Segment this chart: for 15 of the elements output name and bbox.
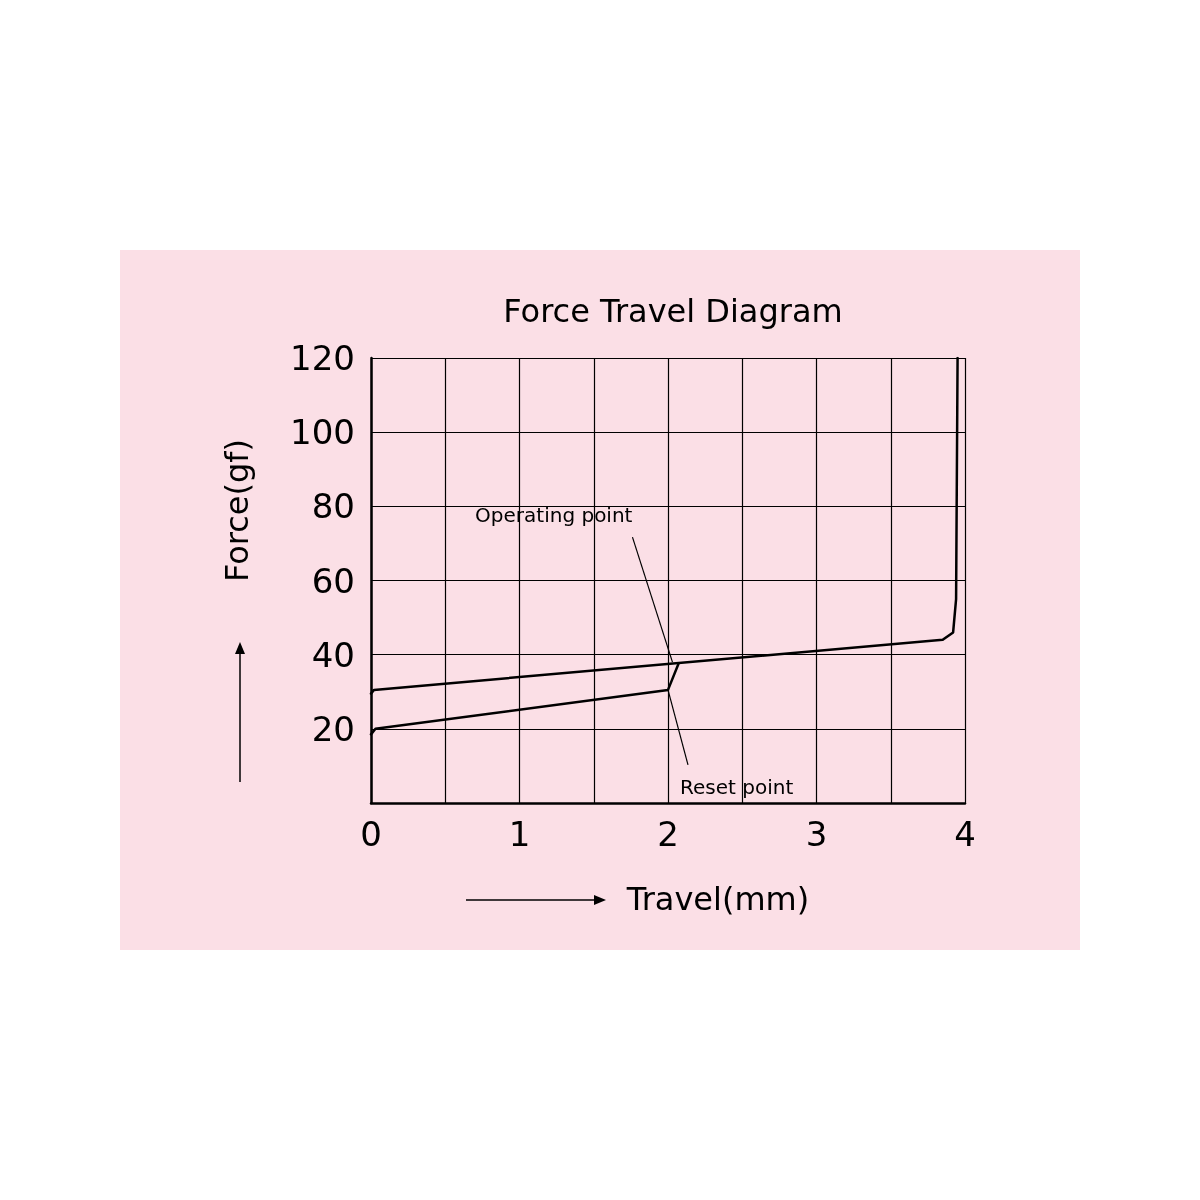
y-tick-label: 120 [290, 338, 355, 378]
x-tick-label: 4 [954, 814, 976, 854]
y-tick-label: 60 [311, 560, 355, 601]
x-tick-label: 1 [508, 814, 531, 854]
x-tick-label: 3 [805, 814, 828, 854]
x-tick-label: 2 [657, 814, 679, 854]
y-tick-label: 40 [311, 634, 355, 675]
chart-title: Force Travel Diagram [503, 292, 843, 330]
annotation: Reset point [680, 774, 794, 799]
y-axis-title: Force(gf) [218, 438, 256, 583]
y-tick-label: 80 [311, 486, 355, 527]
y-tick-label: 20 [311, 708, 355, 749]
y-tick-label: 100 [290, 412, 355, 453]
x-axis-title: Travel(mm) [625, 880, 810, 918]
x-tick-label: 0 [360, 814, 382, 854]
